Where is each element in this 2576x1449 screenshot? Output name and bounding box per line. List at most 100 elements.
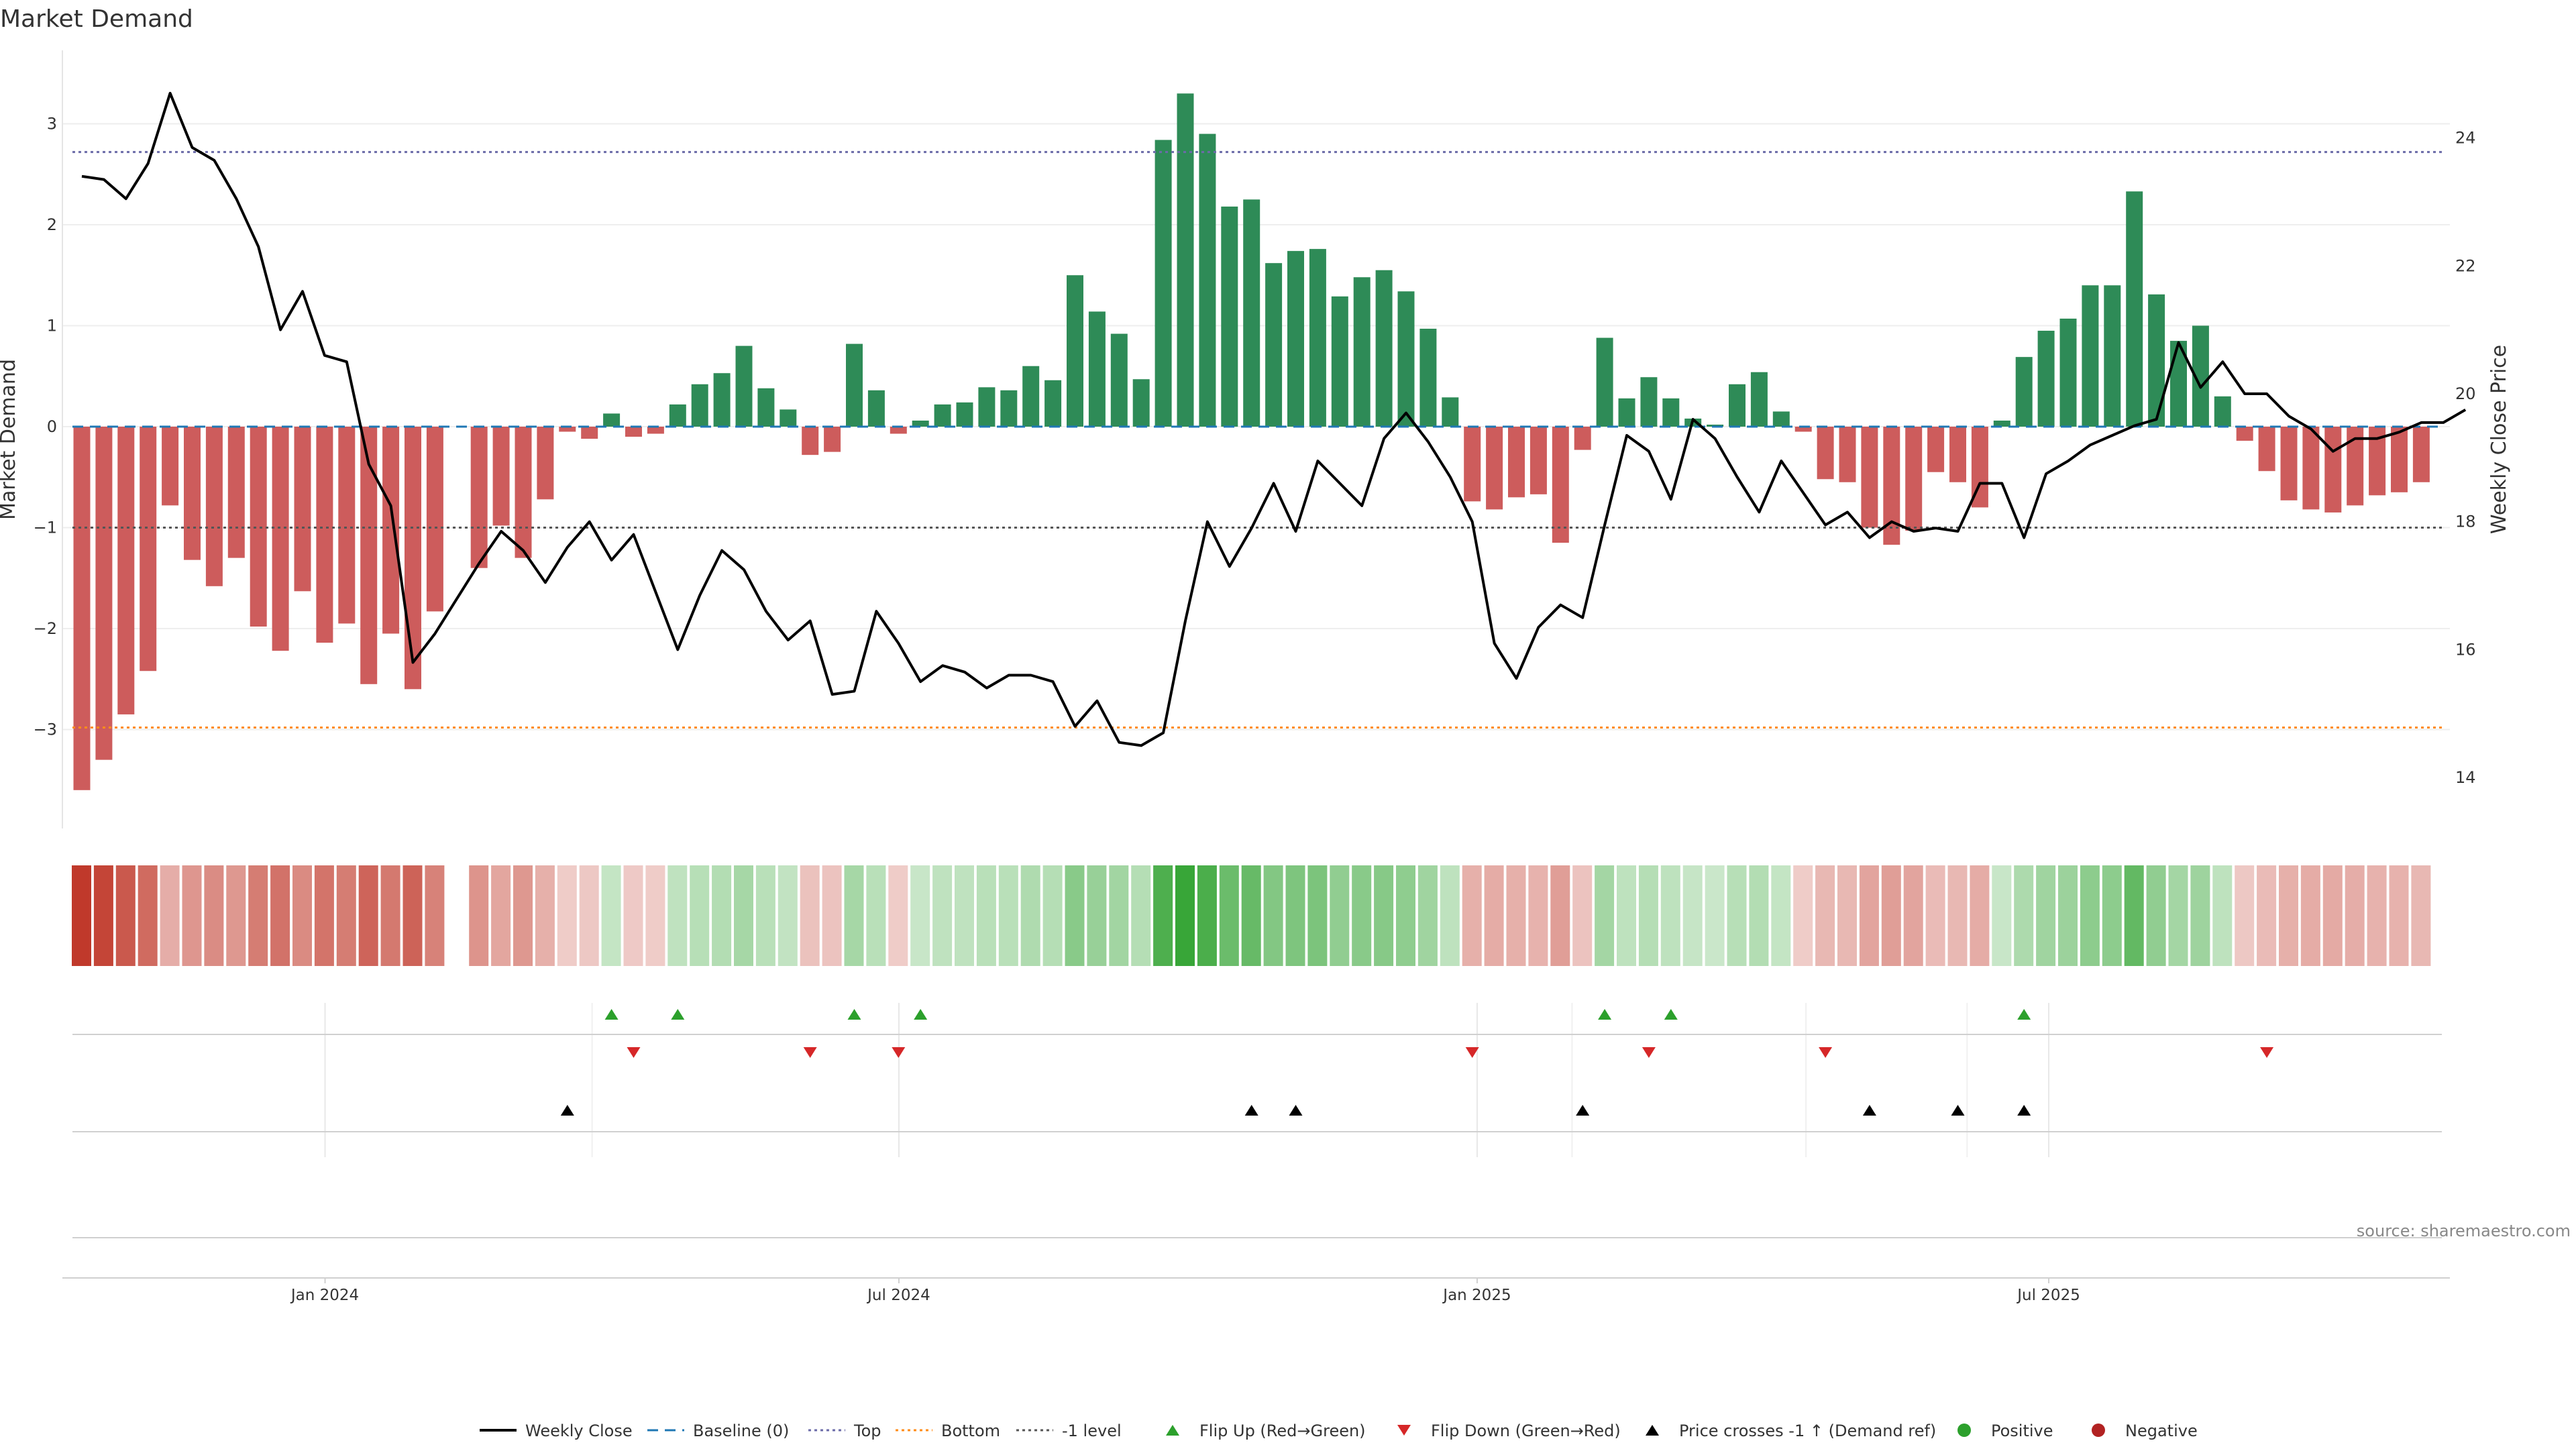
heat-cell (358, 865, 378, 966)
demand-bar (1993, 420, 2010, 427)
heat-cell (2014, 865, 2034, 966)
heat-cell (138, 865, 158, 966)
flip-up-marker (914, 1009, 928, 1020)
demand-bar (1067, 275, 1083, 427)
y-tick-label: −2 (34, 619, 57, 638)
demand-bar (1640, 377, 1658, 427)
demand-bar (1110, 333, 1128, 427)
heat-cell (1462, 865, 1482, 966)
y2-tick-label: 16 (2455, 640, 2476, 659)
heat-cell (270, 865, 290, 966)
demand-bar (117, 427, 135, 714)
heat-cell (955, 865, 974, 966)
heat-cell (1219, 865, 1239, 966)
heat-cell (1330, 865, 1350, 966)
demand-bar (2214, 396, 2231, 427)
heat-cell (1617, 865, 1636, 966)
heat-cell (2300, 865, 2320, 966)
y2-tick-label: 24 (2455, 129, 2476, 148)
heat-cell (2411, 865, 2431, 966)
price-cross-marker (1951, 1105, 1965, 1116)
y-tick-label: 3 (47, 115, 57, 133)
heat-cell (1506, 865, 1526, 966)
heat-cell (72, 865, 91, 966)
heat-cell (2235, 865, 2255, 966)
y-tick-label: 1 (47, 317, 57, 335)
demand-bar (515, 427, 532, 558)
heat-cell (1660, 865, 1680, 966)
heat-cell (1352, 865, 1372, 966)
heat-cell (579, 865, 599, 966)
y-tick-label: −3 (34, 720, 57, 739)
heat-cell (535, 865, 555, 966)
demand-bar (1287, 251, 1304, 427)
x-tick-label: Jan 2024 (290, 1287, 359, 1304)
demand-bar (1088, 311, 1106, 427)
demand-bars (73, 93, 2430, 790)
heat-cell (248, 865, 268, 966)
demand-bar (912, 420, 929, 427)
flip-up-marker (2017, 1009, 2031, 1020)
demand-bar (1794, 427, 1812, 432)
demand-bar (1353, 277, 1371, 427)
heat-cell (623, 865, 643, 966)
heat-cell (2124, 865, 2144, 966)
demand-bar (1949, 427, 1966, 482)
demand-bar (2059, 318, 2077, 427)
heat-cell (2058, 865, 2078, 966)
flip-up-marker (1664, 1009, 1678, 1020)
heat-cell (336, 865, 356, 966)
heat-cell (1771, 865, 1791, 966)
legend-label: Top (853, 1421, 881, 1440)
price-cross-marker (2017, 1105, 2031, 1116)
legend: Weekly Close Baseline (0) Top Bottom -1 leve… (480, 1421, 2198, 1440)
demand-bar (1508, 427, 1525, 498)
heat-cell (1638, 865, 1658, 966)
heat-cell (1837, 865, 1857, 966)
chart-title: Market Demand (0, 5, 193, 33)
heat-cell (822, 865, 842, 966)
heat-cell (1859, 865, 1879, 966)
demand-bar (1905, 427, 1923, 531)
heat-cell (1815, 865, 1835, 966)
demand-bar (1861, 427, 1878, 528)
demand-bar (1243, 199, 1260, 427)
heat-cell (513, 865, 533, 966)
demand-bar (250, 427, 267, 627)
demand-bar (802, 427, 819, 455)
heat-cell (1572, 865, 1593, 966)
signal-markers (560, 1009, 2274, 1116)
demand-bar (73, 427, 91, 790)
heat-cell (888, 865, 908, 966)
legend-label: Weekly Close (525, 1421, 633, 1440)
demand-bar (1442, 397, 1459, 427)
demand-bar (1618, 398, 1635, 427)
heat-cell (491, 865, 511, 966)
x-tick-labels: Jan 2024 Jul 2024 Jan 2025 Jul 2025 (290, 1278, 2080, 1304)
heat-cell (1417, 865, 1438, 966)
heat-cell (1020, 865, 1040, 966)
demand-bar (360, 427, 378, 684)
demand-bar (1574, 427, 1591, 450)
heat-cell (380, 865, 400, 966)
y-tick-labels: 3 2 1 0 −1 −2 −3 (34, 115, 57, 739)
demand-bar (1927, 427, 1945, 472)
heat-cell (844, 865, 864, 966)
heat-cell (425, 865, 445, 966)
demand-bar (140, 427, 157, 672)
demand-bar (625, 427, 642, 437)
heat-cell (1484, 865, 1504, 966)
legend-label: Positive (1991, 1421, 2053, 1440)
demand-bar (1265, 263, 1283, 427)
demand-bar (1419, 329, 1437, 427)
heat-cell (2168, 865, 2188, 966)
flip-up-marker (1598, 1009, 1612, 1020)
y2-tick-label: 20 (2455, 384, 2476, 403)
demand-bar (95, 427, 113, 760)
legend-circle-icon (1957, 1424, 1971, 1437)
demand-bar (2391, 427, 2408, 492)
demand-bar (1000, 390, 1018, 427)
heat-cell (204, 865, 224, 966)
legend-triangle-up-icon (1646, 1425, 1659, 1436)
